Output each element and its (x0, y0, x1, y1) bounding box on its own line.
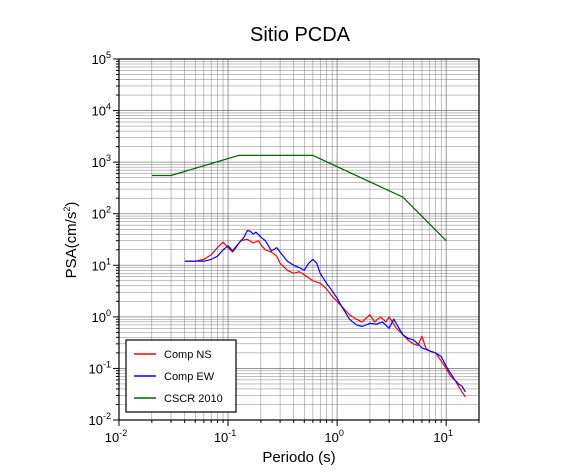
y-tick-exp: 2 (106, 205, 111, 215)
y-axis-label: PSA(cm/s2) (62, 202, 80, 279)
y-tick-base: 10 (92, 104, 106, 119)
x-axis-ticks: 10-2 10-1 100 101 (105, 420, 480, 445)
y-axis-label-sup: 2 (62, 207, 72, 212)
x-tick-base: 10 (433, 430, 447, 445)
y-tick-label: 103 (92, 153, 111, 170)
x-tick-label: 10-1 (214, 428, 236, 445)
y-tick-base: 10 (92, 310, 106, 325)
series-layer (151, 154, 466, 398)
x-tick-label: 101 (433, 428, 452, 445)
x-tick-label: 10-2 (105, 428, 127, 445)
y-tick-label: 100 (92, 308, 111, 325)
y-tick-label: 104 (92, 102, 111, 119)
series-line-comp-ew (184, 230, 466, 393)
y-tick-exp: 0 (106, 308, 111, 318)
y-tick-exp: -1 (103, 359, 111, 369)
y-tick-label: 10-1 (89, 359, 111, 376)
legend-label: Comp EW (164, 371, 215, 383)
y-tick-base: 10 (92, 155, 106, 170)
x-tick-base: 10 (324, 430, 338, 445)
x-tick-base: 10 (105, 430, 119, 445)
legend-box (125, 339, 237, 413)
y-tick-label: 101 (92, 256, 111, 273)
series-line-cscr-2010 (151, 154, 447, 242)
x-tick-base: 10 (214, 430, 228, 445)
x-tick-exp: 0 (339, 428, 344, 438)
x-tick-exp: -2 (119, 428, 127, 438)
y-tick-exp: 3 (106, 153, 111, 163)
y-tick-label: 10-2 (89, 411, 111, 428)
y-tick-exp: 5 (106, 50, 111, 60)
legend-label: CSCR 2010 (164, 393, 223, 405)
y-axis-label-close: ) (63, 202, 80, 207)
y-tick-base: 10 (89, 361, 103, 376)
y-tick-exp: -2 (103, 411, 111, 421)
y-axis-label-main: PSA(cm/s (63, 212, 80, 279)
y-tick-exp: 4 (106, 102, 111, 112)
y-tick-exp: 1 (106, 256, 111, 266)
legend: Comp NS Comp EW CSCR 2010 (125, 339, 237, 413)
y-tick-base: 10 (92, 258, 106, 273)
y-tick-base: 10 (92, 52, 106, 67)
x-tick-label: 100 (324, 428, 343, 445)
x-axis-label: Periodo (s) (262, 449, 335, 466)
y-tick-base: 10 (92, 207, 106, 222)
chart-title: Sitio PCDA (250, 24, 351, 46)
x-tick-exp: 1 (448, 428, 453, 438)
y-tick-base: 10 (89, 413, 103, 428)
legend-label: Comp NS (164, 349, 212, 361)
y-tick-label: 105 (92, 50, 111, 67)
x-tick-exp: -1 (228, 428, 236, 438)
y-tick-label: 102 (92, 205, 111, 222)
plot-frame (118, 58, 480, 421)
